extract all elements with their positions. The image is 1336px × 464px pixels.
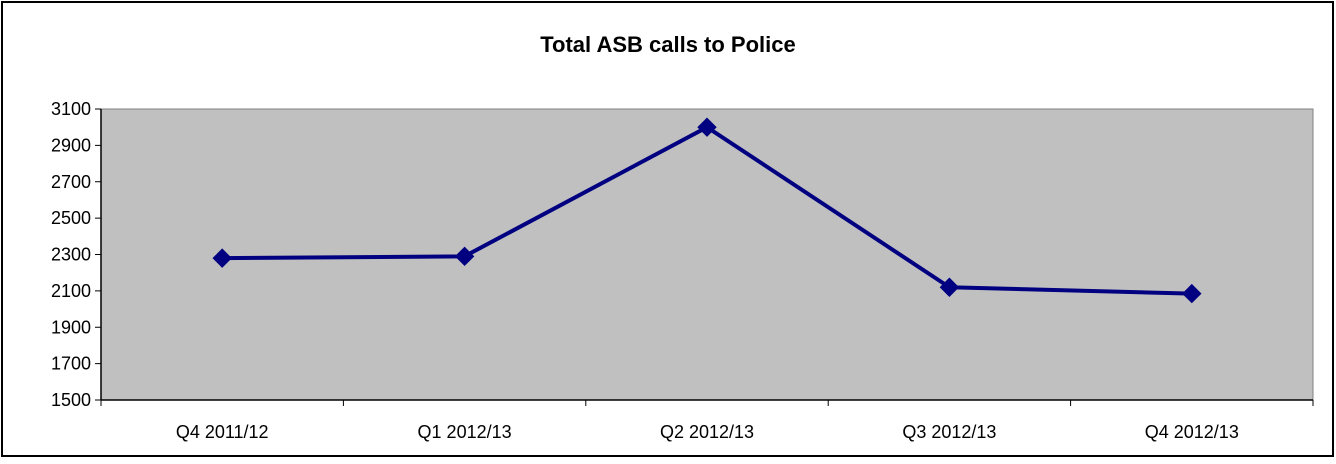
- y-tick-label: 2700: [51, 172, 91, 192]
- y-tick-label: 2100: [51, 281, 91, 301]
- y-tick-label: 1500: [51, 390, 91, 410]
- data-point-marker: [1182, 283, 1202, 304]
- y-tick-label: 2500: [51, 208, 91, 228]
- data-point-marker: [454, 246, 475, 267]
- x-tick-label: Q2 2012/13: [660, 422, 754, 442]
- data-point-marker: [697, 117, 717, 137]
- axes: 1500 1700 1900 2100 2300 2500 2700 2900 3100 Q4 2…: [51, 99, 1314, 442]
- y-tick-label: 3100: [51, 99, 91, 119]
- y-tick-label: 2300: [51, 245, 91, 265]
- plot-area: [100, 108, 1314, 401]
- data-point-marker: [939, 277, 960, 297]
- y-tick-label: 2900: [51, 135, 91, 155]
- data-point-marker: [212, 248, 232, 268]
- y-tick-label: 1700: [51, 354, 91, 374]
- y-tick-label: 1900: [51, 317, 91, 337]
- x-tick-label: Q4 2011/12: [176, 422, 269, 442]
- x-tick-label: Q4 2012/13: [1145, 422, 1239, 442]
- x-tick-label: Q3 2012/13: [902, 422, 996, 442]
- series-layer: [212, 117, 1202, 304]
- chart-title: Total ASB calls to Police: [540, 32, 796, 57]
- x-tick-label: Q1 2012/13: [418, 422, 512, 442]
